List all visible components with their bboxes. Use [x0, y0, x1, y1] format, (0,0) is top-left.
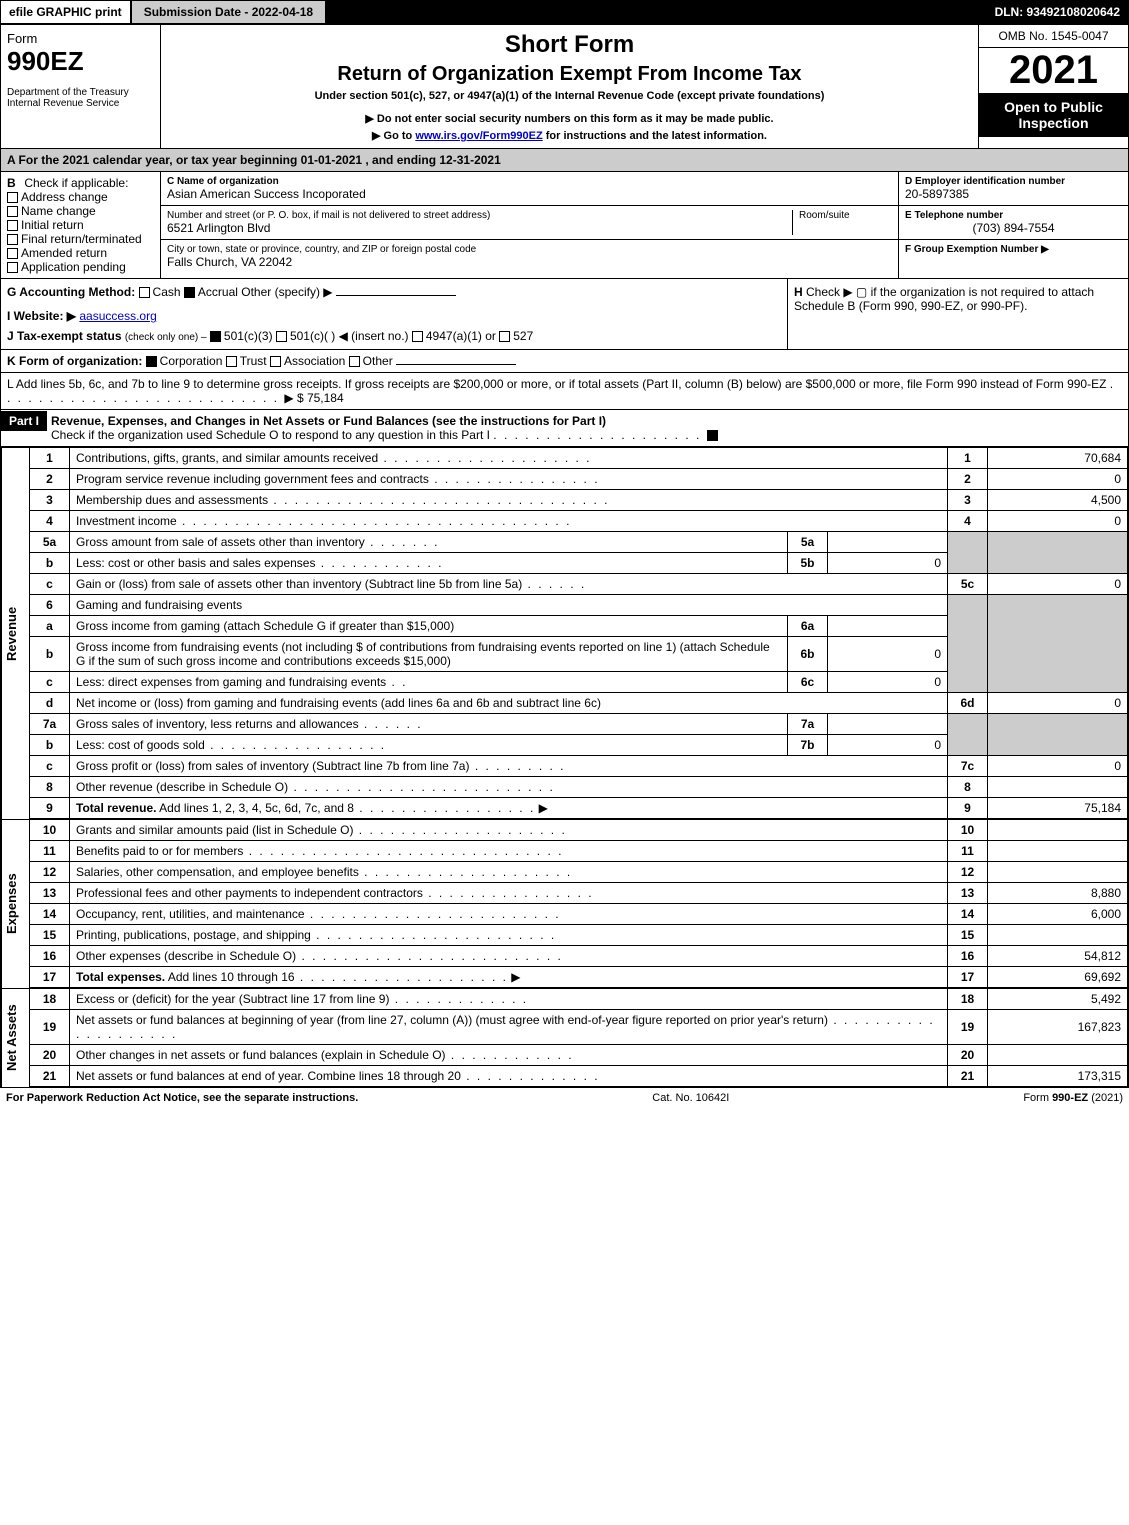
table-row: 7aGross sales of inventory, less returns…	[30, 714, 1128, 735]
street-value: 6521 Arlington Blvd	[167, 221, 792, 235]
line-g: G Accounting Method: Cash Accrual Other …	[7, 285, 781, 299]
city-value: Falls Church, VA 22042	[167, 255, 892, 269]
schedule-o-checkbox[interactable]	[707, 430, 718, 441]
submission-date: Submission Date - 2022-04-18	[132, 1, 327, 23]
table-row: 2Program service revenue including gover…	[30, 469, 1128, 490]
top-bar: efile GRAPHIC print Submission Date - 20…	[0, 0, 1129, 24]
footer-formref: Form 990-EZ (2021)	[1023, 1092, 1123, 1104]
table-row: 4Investment income . . . . . . . . . . .…	[30, 511, 1128, 532]
netassets-table: 18Excess or (deficit) for the year (Subt…	[29, 988, 1128, 1087]
identity-block: B Check if applicable: Address change Na…	[0, 172, 1129, 279]
check-applicable: Check if applicable:	[24, 176, 128, 190]
expenses-table: 10Grants and similar amounts paid (list …	[29, 819, 1128, 988]
table-row: 20Other changes in net assets or fund ba…	[30, 1045, 1128, 1066]
e-phone-label: E Telephone number	[905, 210, 1122, 221]
label-b: B	[7, 176, 21, 190]
tax-year: 2021	[979, 48, 1128, 93]
part-i-title: Revenue, Expenses, and Changes in Net As…	[51, 414, 606, 428]
under-section: Under section 501(c), 527, or 4947(a)(1)…	[167, 90, 972, 102]
website-link[interactable]: aasuccess.org	[79, 309, 156, 323]
table-row: dNet income or (loss) from gaming and fu…	[30, 693, 1128, 714]
ein-value: 20-5897385	[905, 187, 1122, 201]
city-label: City or town, state or province, country…	[167, 244, 892, 255]
table-row: 10Grants and similar amounts paid (list …	[30, 820, 1128, 841]
line-i: I Website: ▶ aasuccess.org	[7, 309, 781, 323]
no-ssn-notice: ▶ Do not enter social security numbers o…	[167, 112, 972, 125]
table-row: 19Net assets or fund balances at beginni…	[30, 1010, 1128, 1045]
c-name-label: C Name of organization	[167, 176, 892, 187]
footer-catno: Cat. No. 10642I	[652, 1092, 729, 1104]
form-number: 990EZ	[7, 46, 154, 77]
table-row: 5aGross amount from sale of assets other…	[30, 532, 1128, 553]
netassets-side-label: Net Assets	[1, 988, 29, 1087]
chk-final[interactable]: Final return/terminated	[7, 232, 154, 246]
table-row: cGain or (loss) from sale of assets othe…	[30, 574, 1128, 595]
chk-address[interactable]: Address change	[7, 190, 154, 204]
expenses-side-label: Expenses	[1, 819, 29, 988]
street-label: Number and street (or P. O. box, if mail…	[167, 210, 792, 221]
line-h: H Check ▶ ▢ if the organization is not r…	[788, 279, 1128, 349]
table-row: 9Total revenue. Add lines 1, 2, 3, 4, 5c…	[30, 798, 1128, 819]
table-row: 1Contributions, gifts, grants, and simil…	[30, 448, 1128, 469]
table-row: 15Printing, publications, postage, and s…	[30, 925, 1128, 946]
table-row: 14Occupancy, rent, utilities, and mainte…	[30, 904, 1128, 925]
table-row: 6Gaming and fundraising events	[30, 595, 1128, 616]
table-row: 11Benefits paid to or for members . . . …	[30, 841, 1128, 862]
footer-left: For Paperwork Reduction Act Notice, see …	[6, 1092, 358, 1104]
dln: DLN: 93492108020642	[987, 1, 1128, 23]
page-footer: For Paperwork Reduction Act Notice, see …	[0, 1087, 1129, 1108]
form-word: Form	[7, 31, 154, 46]
chk-pending[interactable]: Application pending	[7, 260, 154, 274]
room-label: Room/suite	[799, 210, 892, 221]
table-row: 13Professional fees and other payments t…	[30, 883, 1128, 904]
line-a: A For the 2021 calendar year, or tax yea…	[0, 149, 1129, 172]
table-row: 3Membership dues and assessments . . . .…	[30, 490, 1128, 511]
table-row: 18Excess or (deficit) for the year (Subt…	[30, 989, 1128, 1010]
f-group-label: F Group Exemption Number ▶	[905, 244, 1122, 255]
line-l: L Add lines 5b, 6c, and 7b to line 9 to …	[0, 373, 1129, 410]
table-row: 12Salaries, other compensation, and empl…	[30, 862, 1128, 883]
table-row: 21Net assets or fund balances at end of …	[30, 1066, 1128, 1087]
part-i-header: Part I Revenue, Expenses, and Changes in…	[0, 410, 1129, 447]
line-k: K Form of organization: Corporation Trus…	[0, 350, 1129, 373]
goto-link[interactable]: ▶ Go to www.irs.gov/Form990EZ for instru…	[167, 129, 972, 142]
open-public-inspection: Open to Public Inspection	[979, 93, 1128, 137]
chk-amended[interactable]: Amended return	[7, 246, 154, 260]
revenue-table: 1Contributions, gifts, grants, and simil…	[29, 447, 1128, 819]
return-title: Return of Organization Exempt From Incom…	[167, 63, 972, 86]
dept-treasury: Department of the Treasury Internal Reve…	[7, 87, 154, 109]
table-row: 16Other expenses (describe in Schedule O…	[30, 946, 1128, 967]
chk-initial[interactable]: Initial return	[7, 218, 154, 232]
table-row: 17Total expenses. Add lines 10 through 1…	[30, 967, 1128, 988]
part-i-check: Check if the organization used Schedule …	[51, 428, 490, 442]
efile-label: efile GRAPHIC print	[1, 1, 132, 23]
omb-number: OMB No. 1545-0047	[979, 25, 1128, 48]
chk-name[interactable]: Name change	[7, 204, 154, 218]
table-row: cGross profit or (loss) from sales of in…	[30, 756, 1128, 777]
line-j: J Tax-exempt status (check only one) – 5…	[7, 329, 781, 343]
d-ein-label: D Employer identification number	[905, 176, 1122, 187]
revenue-side-label: Revenue	[1, 447, 29, 819]
short-form-title: Short Form	[167, 31, 972, 59]
form-header: Form 990EZ Department of the Treasury In…	[0, 24, 1129, 149]
phone-value: (703) 894-7554	[905, 221, 1122, 235]
org-name: Asian American Success Incoporated	[167, 187, 892, 201]
table-row: 8Other revenue (describe in Schedule O) …	[30, 777, 1128, 798]
